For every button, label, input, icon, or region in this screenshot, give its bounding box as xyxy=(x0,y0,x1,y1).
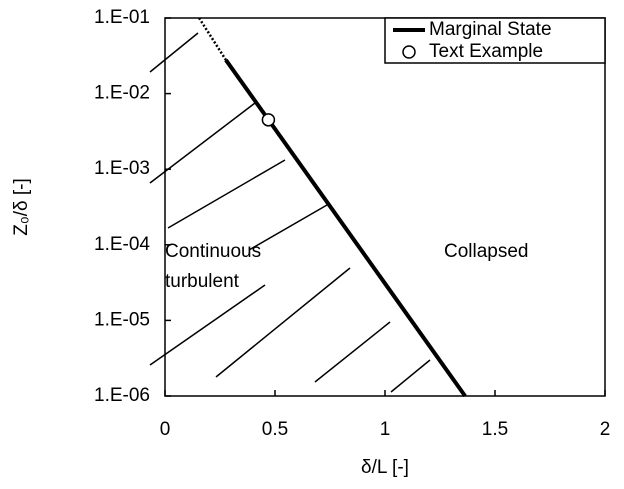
legend-label: Marginal State xyxy=(429,19,552,40)
x-tick-label: 0.5 xyxy=(262,419,288,440)
hatch-line xyxy=(149,284,266,366)
y-tick-label: 1.E-01 xyxy=(94,7,150,28)
x-tick-label: 1 xyxy=(380,419,391,440)
x-tick-label: 2 xyxy=(600,419,611,440)
y-tick-label: 1.E-06 xyxy=(94,385,150,406)
line-segment xyxy=(224,58,467,398)
x-axis-label: δ/L [-] xyxy=(361,457,409,478)
hatch-line xyxy=(314,321,391,383)
hatch-line xyxy=(167,159,286,229)
legend-box xyxy=(384,17,606,64)
y-tick-label: 1.E-02 xyxy=(94,83,150,104)
x-tick-label: 1.5 xyxy=(482,419,508,440)
annotation: Collapsed xyxy=(444,241,529,262)
y-tick-label: 1.E-03 xyxy=(94,158,150,179)
plot-frame xyxy=(164,17,606,397)
point xyxy=(261,113,276,127)
line-segment xyxy=(198,17,227,61)
annotation: Continuous xyxy=(165,241,261,262)
hatch-line xyxy=(390,359,431,393)
legend-swatch xyxy=(402,45,416,59)
hatch-line xyxy=(248,204,328,251)
x-tick-label: 0 xyxy=(160,419,171,440)
legend-label: Text Example xyxy=(429,41,543,62)
y-tick-label: 1.E-05 xyxy=(94,309,150,330)
hatching xyxy=(149,32,431,393)
y-tick-label: 1.E-04 xyxy=(94,234,150,255)
annotation: turbulent xyxy=(165,271,240,292)
y-axis-label: Z₀/δ [-] xyxy=(11,178,32,236)
hatch-line xyxy=(215,267,351,378)
hatch-line xyxy=(149,32,199,73)
